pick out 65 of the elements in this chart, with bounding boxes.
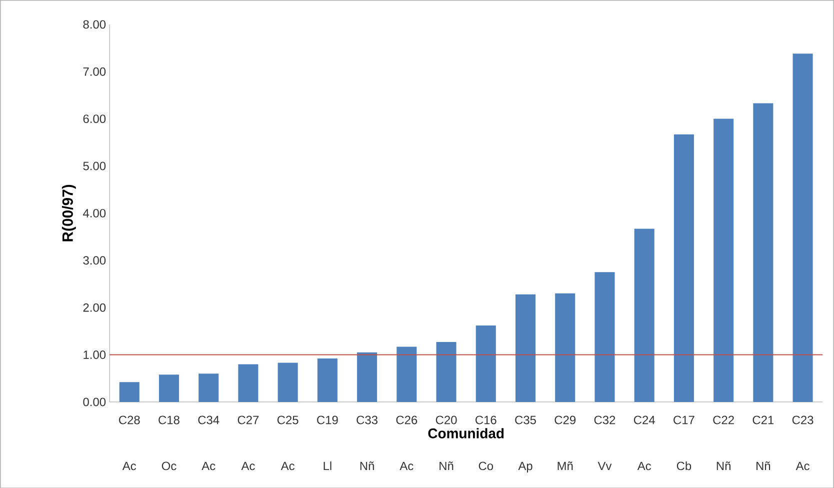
text: Nñ — [756, 461, 770, 470]
x-axis-title: Comunidad — [428, 428, 504, 438]
y-tick-label: 1.00 — [84, 350, 106, 359]
text: Cb — [676, 461, 692, 470]
bar — [476, 325, 496, 402]
text: Ac — [637, 462, 651, 470]
x-tick-label: C18 — [158, 416, 180, 424]
bar — [674, 134, 694, 402]
y-tick-label: 4.00 — [83, 208, 106, 218]
x-tick-label: C33 — [356, 416, 378, 424]
x-tick-label: C19 — [317, 416, 338, 424]
text: Ac — [202, 462, 216, 470]
bar — [119, 382, 140, 402]
text: Nñ — [360, 461, 374, 470]
x-tick-label: C16 — [476, 416, 496, 424]
bar — [634, 228, 654, 402]
text: Ap — [518, 462, 532, 472]
x-tick-label: C20 — [436, 416, 457, 424]
x-tick-label: C35 — [515, 416, 536, 424]
y-tick-label: 6.00 — [83, 114, 106, 123]
bar — [158, 374, 179, 402]
x-tick-label: C32 — [594, 416, 616, 424]
bar — [753, 103, 774, 402]
x-tick-label: C21 — [752, 416, 774, 424]
bar — [436, 342, 456, 402]
y-tick-label: 2.00 — [83, 303, 106, 312]
text: Oc — [162, 461, 176, 470]
text: Vv — [598, 462, 612, 470]
bar — [594, 272, 615, 402]
x-tick-label: C29 — [554, 416, 576, 424]
y-tick-label: 8.00 — [83, 20, 106, 28]
text: Ll — [324, 461, 332, 470]
x-tick-label: C26 — [396, 416, 418, 424]
bar — [515, 294, 536, 402]
bar — [198, 373, 219, 402]
bar — [238, 364, 258, 402]
bar — [714, 118, 734, 402]
x-tick-label: C27 — [238, 416, 259, 424]
text: Mñ — [558, 461, 573, 470]
text: Nñ — [716, 461, 730, 470]
x-tick-label: C22 — [713, 416, 734, 424]
x-tick-label: C28 — [119, 416, 140, 424]
y-tick-label: 3.00 — [83, 256, 106, 264]
x-tick-label: C24 — [634, 416, 655, 424]
y-tick-label: 0.00 — [83, 397, 106, 406]
bar — [792, 53, 813, 402]
bar — [317, 358, 338, 402]
text: Ac — [122, 462, 136, 470]
text: Ac — [241, 462, 255, 470]
text: Ac — [796, 462, 810, 470]
x-tick-label: C17 — [674, 416, 694, 424]
text: Nñ — [440, 461, 454, 470]
text: Ac — [280, 462, 294, 470]
text: Ac — [400, 462, 414, 470]
y-tick-label: 5.00 — [83, 162, 106, 170]
y-tick-label: 7.00 — [83, 67, 106, 76]
y-axis-title: R(00/97) — [62, 184, 76, 242]
x-tick-label: C34 — [198, 416, 220, 424]
x-tick-label: C25 — [277, 416, 298, 424]
bar — [396, 346, 417, 402]
x-tick-label: C23 — [792, 416, 814, 424]
text: Co — [478, 461, 494, 470]
bar — [278, 362, 298, 402]
bar — [357, 352, 378, 402]
bar — [555, 293, 576, 402]
